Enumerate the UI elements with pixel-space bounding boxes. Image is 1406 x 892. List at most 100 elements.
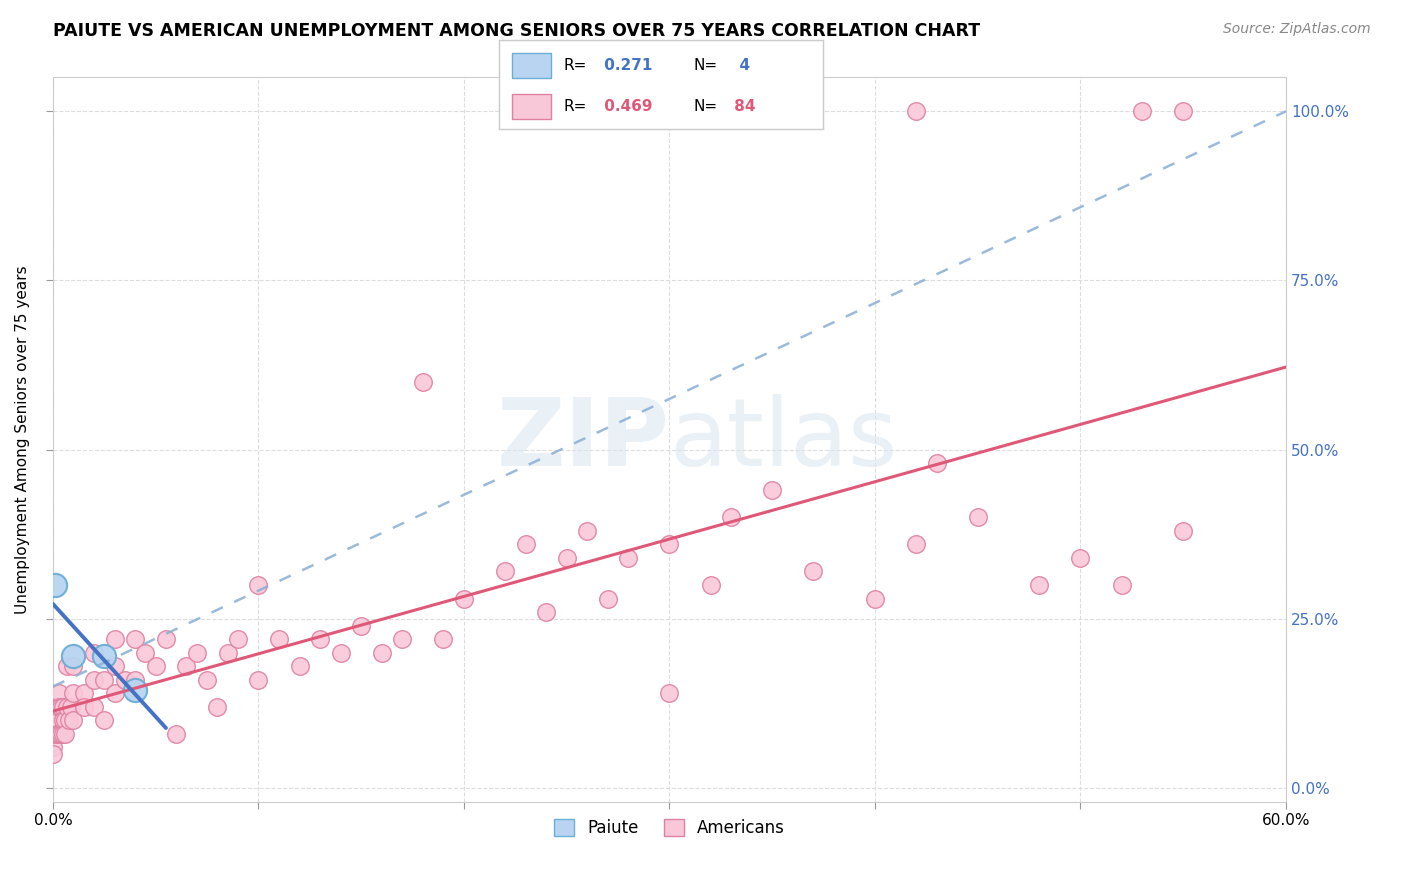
Point <box>48 699 70 714</box>
Point <box>329 646 352 660</box>
Text: Source: ZipAtlas.com: Source: ZipAtlas.com <box>1223 22 1371 37</box>
Point <box>124 673 146 687</box>
Point <box>165 727 187 741</box>
Point <box>134 646 156 660</box>
Point <box>596 591 619 606</box>
Point <box>1111 578 1133 592</box>
Point <box>1173 524 1195 538</box>
Point <box>1069 550 1091 565</box>
Point <box>73 686 96 700</box>
Point <box>83 699 105 714</box>
Text: 4: 4 <box>728 58 749 72</box>
Point <box>46 727 69 741</box>
Point <box>309 632 332 647</box>
Point <box>56 699 79 714</box>
Point <box>494 565 516 579</box>
Point <box>48 686 70 700</box>
Point <box>53 727 76 741</box>
Text: R=: R= <box>564 99 588 113</box>
Point <box>247 673 270 687</box>
Point <box>52 714 75 728</box>
Point <box>761 483 783 498</box>
Point <box>576 524 599 538</box>
Legend: Paiute, Americans: Paiute, Americans <box>547 813 792 844</box>
Point <box>217 646 239 660</box>
Point <box>555 550 578 565</box>
Text: ZIP: ZIP <box>496 393 669 485</box>
Point <box>83 646 105 660</box>
Y-axis label: Unemployment Among Seniors over 75 years: Unemployment Among Seniors over 75 years <box>15 265 30 614</box>
Point <box>93 714 115 728</box>
Point <box>114 673 136 687</box>
Point <box>58 714 80 728</box>
Point <box>801 565 824 579</box>
Point <box>42 727 65 741</box>
Point <box>966 510 988 524</box>
Point <box>53 714 76 728</box>
FancyBboxPatch shape <box>512 53 551 78</box>
Point <box>62 714 84 728</box>
Point <box>370 646 392 660</box>
Point <box>617 550 640 565</box>
Point <box>699 578 721 592</box>
Point <box>176 659 198 673</box>
Point <box>515 537 537 551</box>
Point <box>863 591 886 606</box>
Point <box>44 727 66 741</box>
Point <box>1173 104 1195 119</box>
Point <box>52 727 75 741</box>
Point <box>145 659 167 673</box>
Point <box>905 104 928 119</box>
Point <box>925 456 948 470</box>
Point <box>195 673 218 687</box>
Point <box>720 510 742 524</box>
Point <box>62 649 84 664</box>
Point <box>62 686 84 700</box>
Text: PAIUTE VS AMERICAN UNEMPLOYMENT AMONG SENIORS OVER 75 YEARS CORRELATION CHART: PAIUTE VS AMERICAN UNEMPLOYMENT AMONG SE… <box>53 22 980 40</box>
Point <box>56 659 79 673</box>
Text: N=: N= <box>693 58 717 72</box>
Point <box>73 699 96 714</box>
Point <box>350 618 373 632</box>
Point <box>103 686 125 700</box>
Point <box>288 659 311 673</box>
Point <box>49 727 72 741</box>
Point <box>44 714 66 728</box>
Point <box>83 673 105 687</box>
Point <box>49 699 72 714</box>
Point <box>412 375 434 389</box>
Point <box>534 605 557 619</box>
Point <box>207 699 229 714</box>
Text: 0.271: 0.271 <box>599 58 652 72</box>
Point <box>905 537 928 551</box>
Point <box>391 632 413 647</box>
Point <box>93 673 115 687</box>
Point <box>124 682 146 697</box>
Point <box>44 578 66 592</box>
Point <box>42 747 65 762</box>
Text: 0.469: 0.469 <box>599 99 652 113</box>
FancyBboxPatch shape <box>512 94 551 119</box>
Point <box>658 686 681 700</box>
Point <box>453 591 475 606</box>
Text: N=: N= <box>693 99 717 113</box>
Point <box>103 659 125 673</box>
Point <box>155 632 177 647</box>
Point <box>1028 578 1050 592</box>
Point <box>124 632 146 647</box>
Point <box>62 659 84 673</box>
Text: atlas: atlas <box>669 393 897 485</box>
Point <box>46 714 69 728</box>
Point <box>247 578 270 592</box>
Point <box>186 646 208 660</box>
Point <box>44 699 66 714</box>
Point <box>1130 104 1153 119</box>
Point <box>60 699 83 714</box>
Point <box>42 714 65 728</box>
Point <box>267 632 290 647</box>
Point <box>52 699 75 714</box>
Text: 84: 84 <box>728 99 755 113</box>
Point <box>226 632 249 647</box>
Point <box>48 727 70 741</box>
Point <box>93 649 115 664</box>
